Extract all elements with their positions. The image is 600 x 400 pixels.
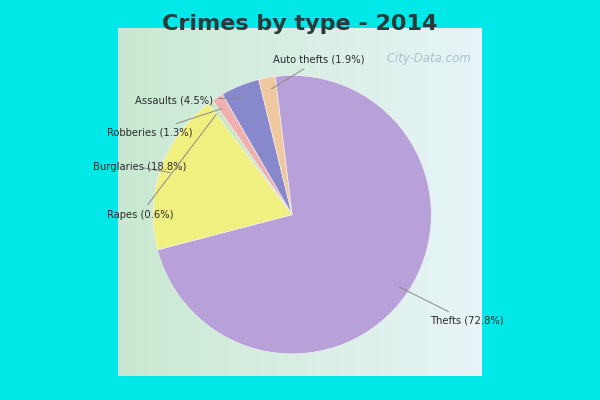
Bar bbox=[415, 28, 422, 376]
Bar bbox=[276, 28, 283, 376]
Bar bbox=[452, 28, 458, 376]
Text: Auto thefts (1.9%): Auto thefts (1.9%) bbox=[272, 55, 365, 89]
Bar bbox=[245, 28, 252, 376]
Bar bbox=[300, 28, 307, 376]
Text: Rapes (0.6%): Rapes (0.6%) bbox=[107, 114, 217, 220]
Bar bbox=[167, 28, 173, 376]
Bar bbox=[349, 28, 355, 376]
Bar bbox=[324, 28, 331, 376]
Bar bbox=[458, 28, 464, 376]
Bar bbox=[124, 28, 131, 376]
Text: Thefts (72.8%): Thefts (72.8%) bbox=[399, 287, 503, 326]
Bar bbox=[421, 28, 428, 376]
Bar bbox=[470, 28, 476, 376]
Bar bbox=[397, 28, 404, 376]
Wedge shape bbox=[259, 76, 292, 215]
Bar bbox=[312, 28, 319, 376]
Bar bbox=[179, 28, 185, 376]
Bar bbox=[251, 28, 258, 376]
Bar bbox=[409, 28, 416, 376]
Bar bbox=[403, 28, 410, 376]
Bar bbox=[355, 28, 361, 376]
Bar bbox=[446, 28, 452, 376]
Bar bbox=[385, 28, 392, 376]
Bar bbox=[154, 28, 161, 376]
Bar bbox=[269, 28, 277, 376]
Bar bbox=[373, 28, 380, 376]
Bar bbox=[433, 28, 440, 376]
Text: Assaults (4.5%): Assaults (4.5%) bbox=[135, 96, 242, 106]
Bar bbox=[233, 28, 240, 376]
Bar bbox=[136, 28, 143, 376]
Bar bbox=[209, 28, 216, 376]
Wedge shape bbox=[223, 80, 292, 215]
Bar bbox=[221, 28, 228, 376]
Bar bbox=[439, 28, 446, 376]
Bar bbox=[367, 28, 373, 376]
Bar bbox=[191, 28, 197, 376]
Bar bbox=[476, 28, 482, 376]
Bar bbox=[142, 28, 149, 376]
Bar bbox=[282, 28, 289, 376]
Bar bbox=[263, 28, 271, 376]
Bar bbox=[337, 28, 343, 376]
Bar bbox=[306, 28, 313, 376]
Bar bbox=[239, 28, 246, 376]
Wedge shape bbox=[153, 103, 292, 250]
Bar bbox=[130, 28, 137, 376]
Bar bbox=[379, 28, 386, 376]
Bar bbox=[118, 28, 125, 376]
Bar bbox=[215, 28, 222, 376]
Bar bbox=[203, 28, 210, 376]
Bar bbox=[427, 28, 434, 376]
Bar bbox=[185, 28, 191, 376]
Text: City-Data.com: City-Data.com bbox=[383, 52, 471, 65]
Bar bbox=[148, 28, 155, 376]
Bar bbox=[227, 28, 234, 376]
Wedge shape bbox=[213, 94, 292, 215]
Bar bbox=[173, 28, 179, 376]
Bar bbox=[464, 28, 470, 376]
Bar bbox=[331, 28, 337, 376]
Bar bbox=[343, 28, 349, 376]
Text: Crimes by type - 2014: Crimes by type - 2014 bbox=[163, 14, 437, 34]
Text: Burglaries (18.8%): Burglaries (18.8%) bbox=[93, 162, 186, 172]
Bar bbox=[197, 28, 204, 376]
Bar bbox=[318, 28, 325, 376]
Bar bbox=[288, 28, 295, 376]
Text: Robberies (1.3%): Robberies (1.3%) bbox=[107, 109, 221, 137]
Bar bbox=[361, 28, 367, 376]
Bar bbox=[161, 28, 167, 376]
Bar bbox=[257, 28, 265, 376]
Wedge shape bbox=[208, 100, 292, 215]
Wedge shape bbox=[157, 76, 431, 354]
Bar bbox=[391, 28, 398, 376]
Bar bbox=[294, 28, 301, 376]
